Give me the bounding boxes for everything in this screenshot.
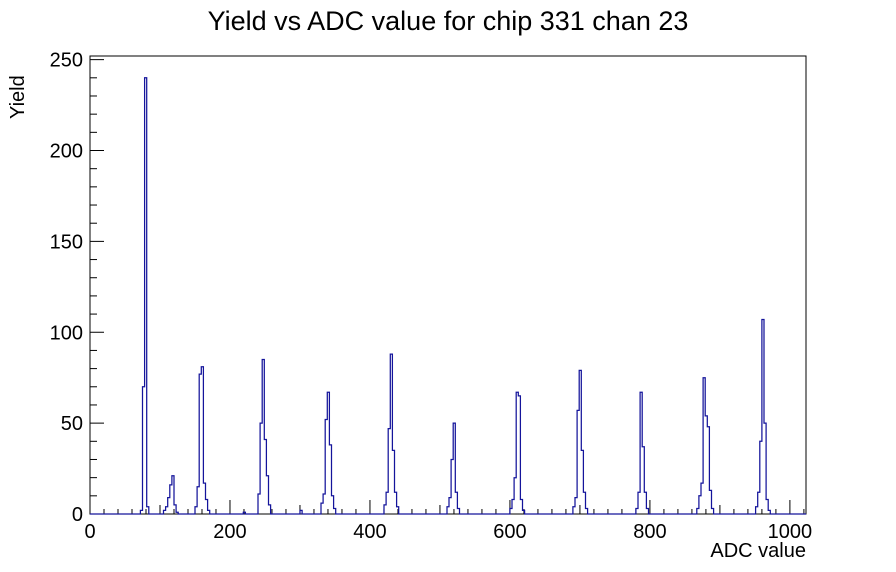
svg-text:0: 0 [84, 521, 95, 543]
chart-title: Yield vs ADC value for chip 331 chan 23 [207, 6, 689, 36]
svg-text:600: 600 [493, 521, 526, 543]
svg-text:1000: 1000 [768, 521, 813, 543]
svg-text:50: 50 [61, 413, 83, 435]
svg-text:200: 200 [213, 521, 246, 543]
svg-text:400: 400 [353, 521, 386, 543]
svg-text:800: 800 [633, 521, 666, 543]
histogram-line [90, 77, 806, 515]
svg-text:200: 200 [50, 141, 83, 163]
plot-frame [89, 55, 807, 515]
svg-text:100: 100 [50, 322, 83, 344]
y-axis-ticks [90, 59, 104, 515]
y-axis-tick-labels: 0 50 100 150 200 250 [50, 50, 83, 526]
x-axis-tick-labels: 0 200 400 600 800 1000 [84, 521, 812, 543]
x-axis-title: ADC value [710, 540, 806, 562]
y-axis-title: Yield [7, 75, 29, 119]
svg-text:250: 250 [50, 50, 83, 72]
svg-text:150: 150 [50, 231, 83, 253]
svg-text:0: 0 [72, 504, 83, 526]
